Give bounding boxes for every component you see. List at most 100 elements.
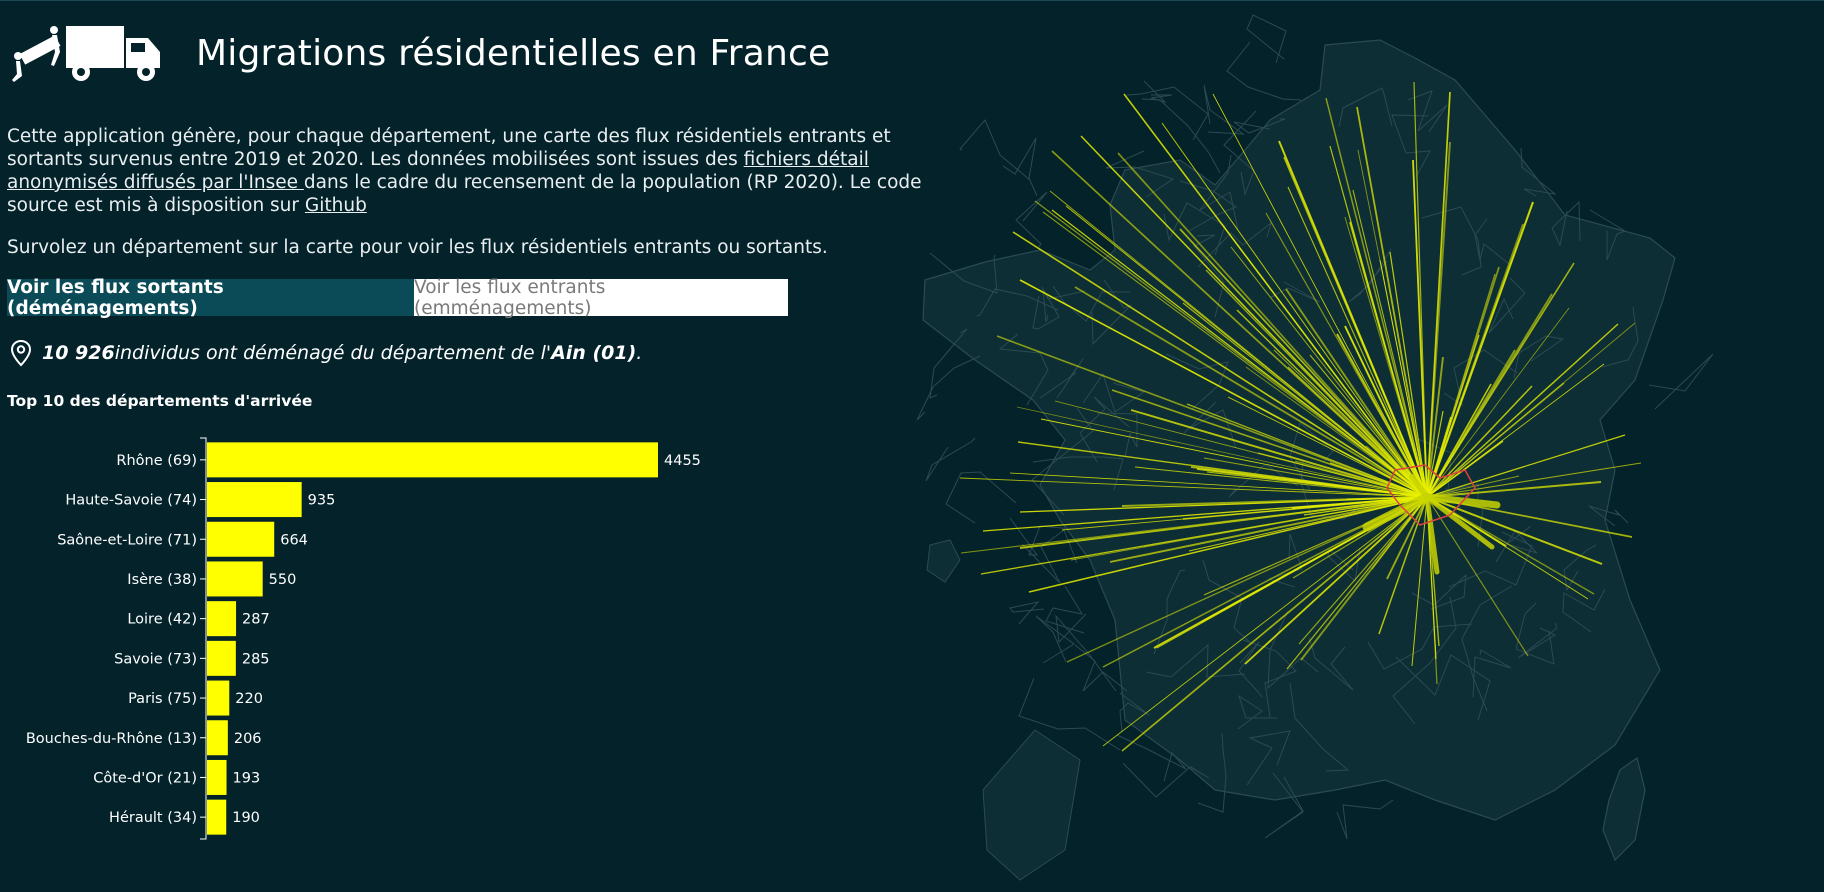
value-label: 206 xyxy=(234,731,262,747)
department-border xyxy=(1009,517,1074,556)
department-border xyxy=(1203,84,1245,135)
department-border xyxy=(1421,206,1482,276)
github-link[interactable]: Github xyxy=(304,195,367,216)
flow-line xyxy=(1278,140,1428,498)
summary-end: . xyxy=(636,342,643,364)
flow-line xyxy=(1412,159,1428,498)
flow-line xyxy=(1028,496,1428,593)
intro-text-2: dans le cadre du recensement de la popul… xyxy=(7,172,922,216)
bar[interactable] xyxy=(207,680,230,716)
department-border xyxy=(1327,547,1361,583)
flow-line xyxy=(1227,396,1428,498)
migrant-count: 10 926 xyxy=(42,342,115,364)
flow-line xyxy=(1378,496,1428,635)
flow-line xyxy=(959,477,1428,498)
chart-title: Top 10 des départements d'arrivée xyxy=(7,392,313,410)
department-border xyxy=(1270,281,1321,303)
page-title: Migrations résidentielles en France xyxy=(196,32,831,74)
flow-line xyxy=(1426,141,1451,498)
major-flow-line xyxy=(1424,494,1440,575)
department-border xyxy=(1448,531,1533,588)
department-border xyxy=(1079,396,1130,463)
department-border xyxy=(1045,585,1085,634)
flow-line xyxy=(1016,406,1428,498)
summary-line: 10 926 individus ont déménagé du départe… xyxy=(10,336,642,370)
department-border xyxy=(1002,137,1038,197)
department-border xyxy=(1238,641,1263,698)
flow-line xyxy=(1117,152,1428,498)
flow-line xyxy=(1182,496,1428,520)
bar[interactable] xyxy=(207,640,236,676)
department-border xyxy=(1336,799,1394,840)
insee-link[interactable]: fichiers détail anonymisés diffusés par … xyxy=(7,149,869,193)
flow-line xyxy=(1426,323,1619,498)
outgoing-flows-button[interactable]: Voir les flux sortants (déménagements) xyxy=(7,277,414,319)
department-border xyxy=(1246,730,1291,786)
department-border xyxy=(1197,221,1272,268)
flow-line xyxy=(1230,246,1428,498)
flow-line xyxy=(1411,496,1428,667)
flow-line xyxy=(1426,307,1570,498)
incoming-flows-button[interactable]: Voir les flux entrants (emménagements) xyxy=(414,277,788,319)
flow-line xyxy=(1179,228,1428,498)
department-name: Ain (01) xyxy=(551,342,637,364)
flow-line xyxy=(1344,325,1428,498)
department-border xyxy=(1495,525,1538,563)
category-label: Saône-et-Loire (71) xyxy=(57,532,197,548)
department-border xyxy=(1367,623,1473,670)
department-border xyxy=(1119,692,1150,733)
flow-line xyxy=(996,335,1428,498)
department-border xyxy=(1246,14,1287,64)
france-flow-map[interactable] xyxy=(915,0,1824,892)
flow-line xyxy=(1426,356,1444,498)
department-border xyxy=(1517,622,1558,659)
category-label: Côte-d'Or (21) xyxy=(93,770,197,786)
major-flow-line xyxy=(1424,494,1495,550)
major-flow-line xyxy=(1362,492,1432,532)
bar[interactable] xyxy=(207,521,275,557)
department-border xyxy=(1031,407,1094,516)
bar[interactable] xyxy=(207,720,228,756)
department-border xyxy=(929,328,968,399)
top10-bar-chart: Rhône (69) 4455 Haute-Savoie (74) 935 Saône-… xyxy=(26,437,701,840)
department-border xyxy=(1513,335,1565,379)
department-border xyxy=(1122,762,1210,798)
bar[interactable] xyxy=(207,561,263,597)
department-border xyxy=(945,471,1017,524)
value-label: 550 xyxy=(269,572,297,588)
department-border xyxy=(1237,694,1277,730)
category-label: Paris (75) xyxy=(128,691,197,707)
department-border xyxy=(1391,114,1431,178)
department-border xyxy=(1520,147,1557,197)
category-label: Bouches-du-Rhône (13) xyxy=(26,731,197,747)
category-label: Savoie (73) xyxy=(114,651,197,667)
flow-line xyxy=(1298,496,1428,645)
flow-line xyxy=(1102,496,1428,747)
department-border xyxy=(959,119,1031,181)
department-border xyxy=(916,355,981,421)
app-header: Migrations résidentielles en France xyxy=(8,22,830,84)
flow-line xyxy=(1019,279,1428,498)
department-border xyxy=(1588,505,1629,527)
flow-line xyxy=(1212,93,1428,498)
bar[interactable] xyxy=(207,799,227,835)
bar[interactable] xyxy=(207,482,302,518)
department-border xyxy=(1267,610,1319,690)
flow-line xyxy=(1049,190,1428,498)
value-label: 4455 xyxy=(664,453,701,469)
department-border xyxy=(1515,602,1555,665)
bar[interactable] xyxy=(207,442,658,478)
flow-line xyxy=(1019,496,1428,549)
value-label: 285 xyxy=(242,651,270,667)
department-border xyxy=(1179,180,1238,232)
flow-line xyxy=(1426,440,1504,498)
bar[interactable] xyxy=(207,759,227,795)
selected-department-ain[interactable] xyxy=(1386,464,1476,526)
category-label: Haute-Savoie (74) xyxy=(65,493,197,509)
department-border xyxy=(1338,87,1393,128)
flow-line xyxy=(1109,496,1428,563)
department-border xyxy=(1563,544,1597,592)
hover-instruction: Survolez un département sur la carte pou… xyxy=(7,237,828,258)
department-border xyxy=(1032,286,1060,330)
bar[interactable] xyxy=(207,601,237,637)
